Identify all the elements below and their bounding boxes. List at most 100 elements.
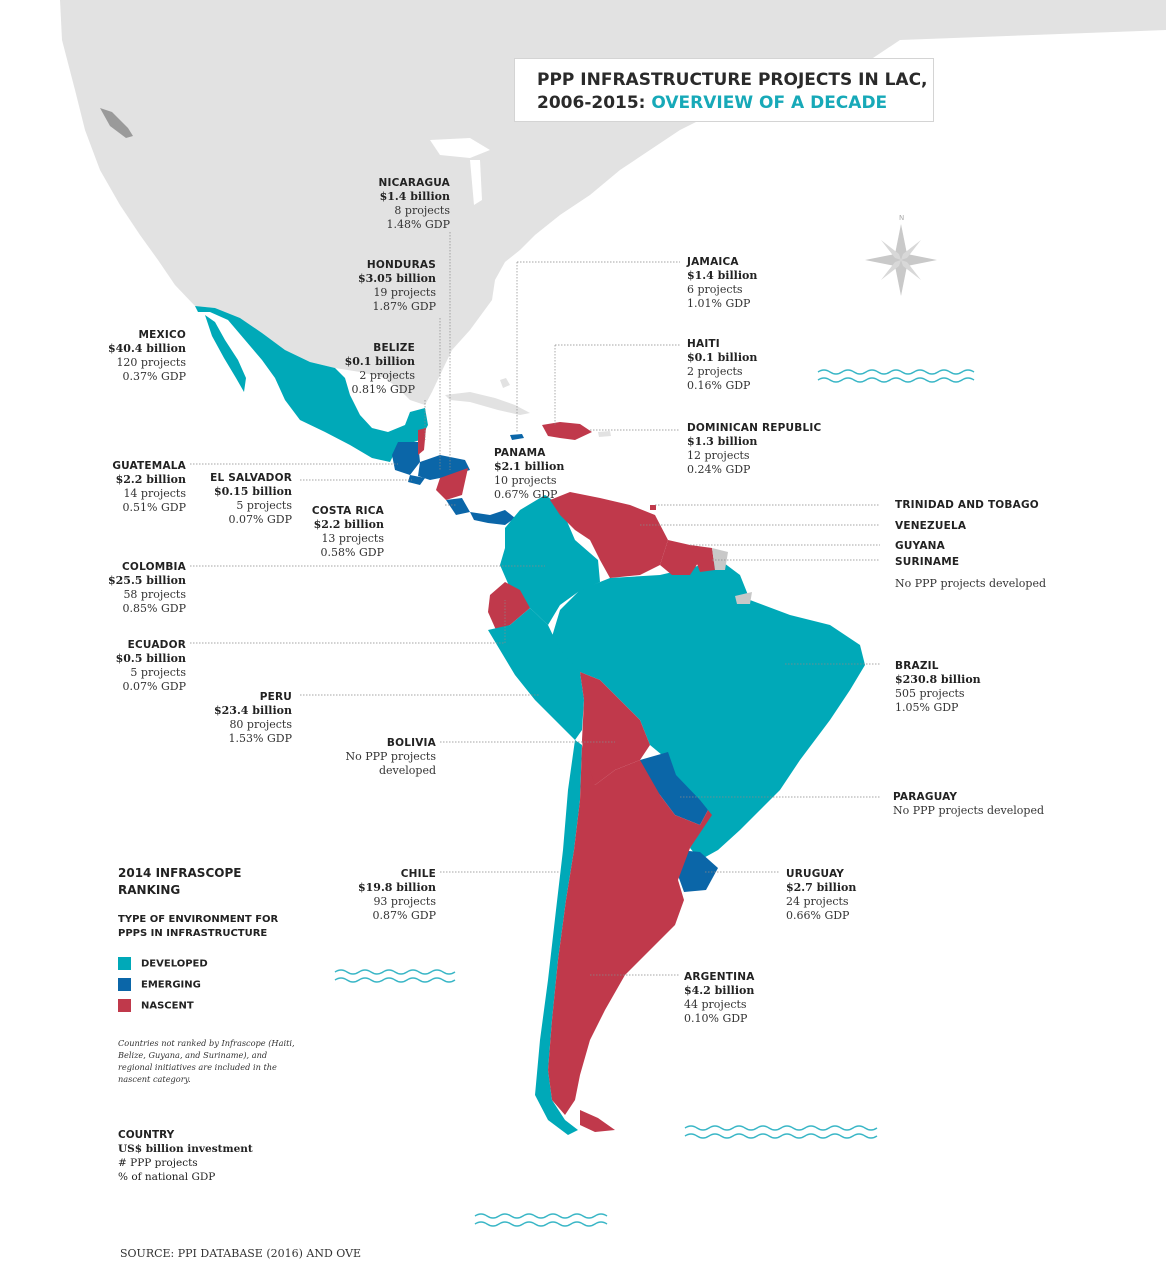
country-projects: 8 projects bbox=[394, 204, 450, 217]
brazil-shape bbox=[548, 560, 865, 860]
french-guiana-shape bbox=[712, 548, 728, 570]
country-gdp: 0.66% GDP bbox=[786, 909, 850, 922]
leader-lines bbox=[190, 232, 880, 976]
peru-shape bbox=[488, 608, 584, 740]
label-trinidad-and-tobago: TRINIDAD AND TOBAGO bbox=[895, 498, 1039, 512]
chile-shape bbox=[535, 740, 582, 1135]
country-projects: 120 projects bbox=[116, 356, 186, 369]
panama-shape bbox=[470, 510, 515, 525]
country-name: GUATEMALA bbox=[112, 460, 186, 472]
country-investment: $2.7 billion bbox=[786, 881, 857, 894]
haiti-shape bbox=[542, 422, 560, 438]
argentina-shape bbox=[548, 745, 712, 1115]
country-name: BOLIVIA bbox=[386, 737, 436, 749]
country-name: DOMINICAN REPUBLIC bbox=[687, 422, 822, 434]
legend-swatch-nascent bbox=[118, 999, 131, 1012]
country-projects: 2 projects bbox=[687, 365, 743, 378]
tierra-del-fuego bbox=[580, 1110, 615, 1132]
label-argentina: ARGENTINA $4.2 billion 44 projects 0.10%… bbox=[684, 970, 755, 1026]
country-name: HONDURAS bbox=[366, 259, 436, 271]
uruguay-shape bbox=[676, 850, 718, 892]
label-guatemala: GUATEMALA $2.2 billion 14 projects 0.51%… bbox=[86, 459, 186, 515]
legend-item-developed: DEVELOPED bbox=[118, 957, 208, 971]
country-projects: 13 projects bbox=[321, 532, 384, 545]
label-dominican-republic: DOMINICAN REPUBLIC $1.3 billion 12 proje… bbox=[687, 421, 821, 477]
country-gdp: 1.87% GDP bbox=[372, 300, 436, 313]
legend-subheading: TYPE OF ENVIRONMENT FOR PPPS IN INFRASTR… bbox=[118, 914, 279, 939]
country-name: COSTA RICA bbox=[311, 505, 384, 517]
country-projects: 6 projects bbox=[687, 283, 743, 296]
country-investment: $19.8 billion bbox=[357, 881, 436, 894]
country-projects: 19 projects bbox=[373, 286, 436, 299]
country-gdp: 0.10% GDP bbox=[684, 1012, 748, 1025]
label-colombia: COLOMBIA $25.5 billion 58 projects 0.85%… bbox=[86, 560, 186, 616]
legend-swatch-emerging bbox=[118, 978, 131, 991]
label-suriname: SURINAME No PPP projects developed bbox=[895, 555, 1046, 591]
label-costa-rica: COSTA RICA $2.2 billion 13 projects 0.58… bbox=[294, 504, 384, 560]
country-name: GUYANA bbox=[895, 540, 945, 552]
north-america-land bbox=[60, 0, 1166, 405]
country-name: PANAMA bbox=[494, 447, 546, 459]
country-projects: 5 projects bbox=[130, 666, 186, 679]
country-name: BELIZE bbox=[373, 342, 415, 354]
country-projects: 44 projects bbox=[684, 998, 747, 1011]
legend-label: DEVELOPED bbox=[141, 958, 208, 970]
country-projects: 93 projects bbox=[373, 895, 436, 908]
country-gdp: 0.37% GDP bbox=[122, 370, 186, 383]
bolivia-shape bbox=[580, 672, 650, 785]
label-el-salvador: EL SALVADOR $0.15 billion 5 projects 0.0… bbox=[192, 471, 292, 527]
label-bolivia: BOLIVIA No PPP projects developed bbox=[326, 736, 436, 778]
el-salvador-shape bbox=[408, 475, 425, 485]
country-projects: 14 projects bbox=[123, 487, 186, 500]
puerto-rico bbox=[598, 431, 611, 437]
country-projects: 2 projects bbox=[359, 369, 415, 382]
country-investment: $230.8 billion bbox=[895, 673, 981, 686]
island-grey bbox=[735, 592, 752, 604]
country-investment: $2.1 billion bbox=[494, 460, 565, 473]
label-peru: PERU $23.4 billion 80 projects 1.53% GDP bbox=[200, 690, 292, 746]
paraguay-shape bbox=[640, 752, 708, 825]
country-note: No PPP projects bbox=[345, 750, 436, 763]
country-name: TRINIDAD AND TOBAGO bbox=[895, 499, 1039, 511]
country-investment: $1.3 billion bbox=[687, 435, 758, 448]
country-key-line3: # PPP projects bbox=[118, 1157, 198, 1169]
country-name: COLOMBIA bbox=[122, 561, 186, 573]
country-name: VENEZUELA bbox=[895, 520, 967, 532]
country-gdp: 1.05% GDP bbox=[895, 701, 959, 714]
label-haiti: HAITI $0.1 billion 2 projects 0.16% GDP bbox=[687, 337, 757, 393]
title-line2-plain: 2006-2015: bbox=[537, 93, 652, 113]
country-investment: $0.1 billion bbox=[344, 355, 415, 368]
label-uruguay: URUGUAY $2.7 billion 24 projects 0.66% G… bbox=[786, 867, 856, 923]
label-mexico: MEXICO $40.4 billion 120 projects 0.37% … bbox=[96, 328, 186, 384]
country-investment: $4.2 billion bbox=[684, 984, 755, 997]
title-line2-accent: OVERVIEW OF A DECADE bbox=[651, 93, 888, 113]
country-name: NICARAGUA bbox=[378, 177, 450, 189]
legend-label: NASCENT bbox=[141, 1000, 194, 1012]
mexico-shape bbox=[195, 306, 428, 462]
country-investment: $1.4 billion bbox=[687, 269, 758, 282]
country-name: PARAGUAY bbox=[893, 791, 958, 803]
country-gdp: 0.24% GDP bbox=[687, 463, 751, 476]
country-investment: $3.05 billion bbox=[357, 272, 436, 285]
label-ecuador: ECUADOR $0.5 billion 5 projects 0.07% GD… bbox=[96, 638, 186, 694]
source-note: SOURCE: PPI DATABASE (2016) AND OVE bbox=[120, 1247, 362, 1260]
label-jamaica: JAMAICA $1.4 billion 6 projects 1.01% GD… bbox=[687, 255, 757, 311]
colombia-shape bbox=[500, 495, 600, 625]
country-gdp: 1.53% GDP bbox=[228, 732, 292, 745]
country-investment: $2.2 billion bbox=[115, 473, 186, 486]
country-projects: 12 projects bbox=[687, 449, 750, 462]
country-gdp: 1.48% GDP bbox=[386, 218, 450, 231]
wave-icon bbox=[817, 369, 975, 383]
country-gdp: 0.51% GDP bbox=[122, 501, 186, 514]
country-name: MEXICO bbox=[138, 329, 186, 341]
compass-north-label: N bbox=[899, 214, 904, 222]
label-brazil: BRAZIL $230.8 billion 505 projects 1.05%… bbox=[895, 659, 981, 715]
guatemala-shape bbox=[392, 442, 420, 475]
country-projects: 80 projects bbox=[229, 718, 292, 731]
label-venezuela: VENEZUELA bbox=[895, 519, 966, 533]
label-chile: CHILE $19.8 billion 93 projects 0.87% GD… bbox=[336, 867, 436, 923]
label-panama: PANAMA $2.1 billion 10 projects 0.67% GD… bbox=[494, 446, 564, 502]
country-key-line4: % of national GDP bbox=[118, 1171, 216, 1183]
country-key: COUNTRY US$ billion investment # PPP pro… bbox=[118, 1128, 253, 1184]
